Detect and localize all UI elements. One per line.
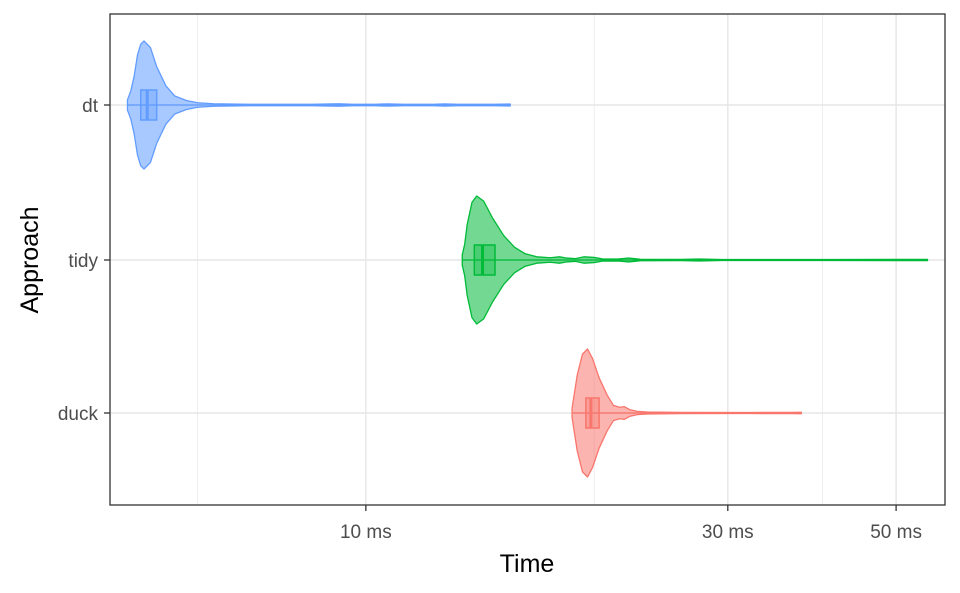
x-tick-label: 50 ms [870,522,922,543]
x-tick-label: 30 ms [702,522,754,543]
x-axis-title: Time [500,550,555,578]
axes: 10 ms 30 ms 50 ms dt tidy duck [58,96,922,543]
violin-dt [126,40,511,170]
y-tick-label: duck [58,404,99,425]
violins [126,40,929,478]
violin-duck [571,348,802,478]
box-iqr [585,397,600,429]
x-tick-label: 10 ms [340,522,392,543]
violin-tidy [461,195,929,325]
y-tick-label: tidy [68,251,98,272]
box-iqr [473,244,496,276]
y-tick-label: dt [82,96,99,117]
y-axis-title: Approach [16,206,44,313]
